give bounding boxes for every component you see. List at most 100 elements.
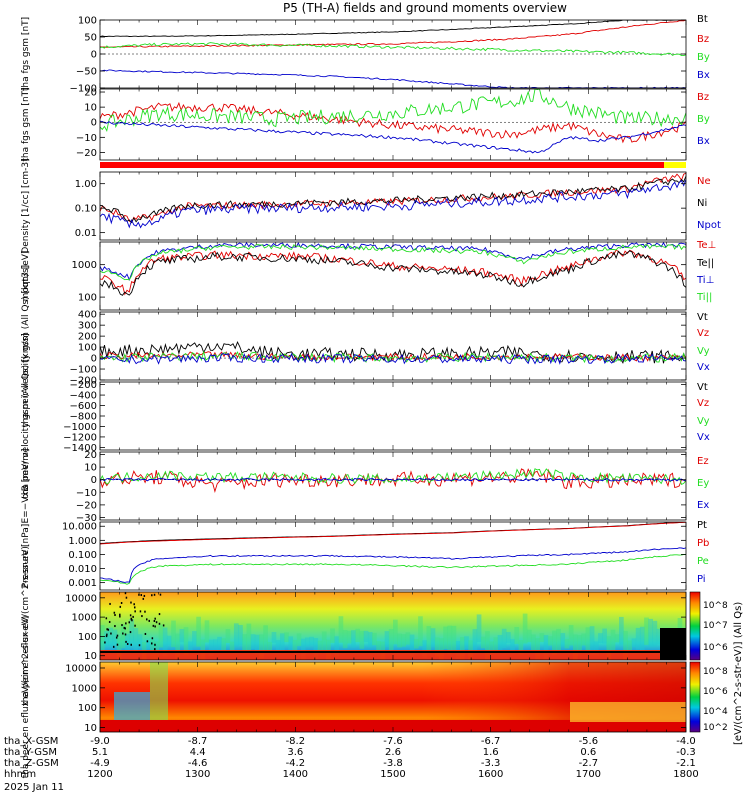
heatmap-peir-strip xyxy=(363,630,369,643)
heatmap-peir-strip xyxy=(598,633,603,644)
series-pressure-2 xyxy=(100,554,686,585)
heatmap-peir-strip xyxy=(305,637,310,647)
heatmap-peir-strip xyxy=(501,628,507,649)
heatmap-peir-strip xyxy=(359,630,365,649)
heatmap-peir-strip xyxy=(506,632,511,643)
heatmap-peir-speckle xyxy=(105,635,108,638)
heatmap-peir-strip xyxy=(355,628,361,643)
heatmap-peir-strip xyxy=(342,630,348,649)
legend-fgs_gsm-3: Bx xyxy=(697,70,710,81)
heatmap-peir-strip xyxy=(112,629,118,644)
heatmap-peir-strip xyxy=(623,630,628,660)
heatmap-peir-strip xyxy=(430,628,436,648)
legend-fgs_gsm-1: Bz xyxy=(697,34,709,45)
heatmap-peir-speckle xyxy=(148,619,150,622)
ytick-label-fgs_gsm-1: 50 xyxy=(84,33,97,44)
panel-density: Ne Ni Npot 1.00 0.10 0.01 Density [1/cc] [cm-3… xyxy=(21,158,721,253)
heatmap-peer-early-green xyxy=(150,662,168,722)
heatmap-peir-strip xyxy=(229,641,235,653)
heatmap-peir-strip xyxy=(137,634,143,648)
heatmap-peir-strip xyxy=(635,627,641,650)
ytick-label-vel_peir-5: −100 xyxy=(70,365,97,376)
heatmap-peir-speckle xyxy=(130,601,132,604)
heatmap-peir-strip xyxy=(300,638,306,660)
heatmap-peir-strip xyxy=(242,634,247,652)
heatmap-peir-strip xyxy=(451,625,457,651)
ytick-label-peir_eflux-1: 1000 xyxy=(72,613,97,624)
colorbar-top xyxy=(689,591,701,661)
heatmap-peir-speckle xyxy=(114,625,116,628)
heatmap-peir-strip xyxy=(522,613,528,644)
heatmap-peir-speckle xyxy=(132,615,134,618)
date-label: 2025 Jan 11 xyxy=(4,782,64,793)
heatmap-peir-speckle xyxy=(152,624,155,627)
heatmap-peir-strip xyxy=(464,636,469,650)
heatmap-peir-strip xyxy=(434,637,440,658)
legend-vel_peer-1: Vz xyxy=(697,398,709,409)
heatmap-peir-strip xyxy=(539,633,545,643)
heatmap-peir-speckle xyxy=(125,596,128,599)
ytick-label-fgs_gsm-2: 0 xyxy=(91,50,97,61)
heatmap-peir-strip xyxy=(284,632,289,643)
heatmap-peir-strip xyxy=(602,628,607,644)
series-temp-0 xyxy=(100,249,686,296)
heatmap-peir-speckle xyxy=(104,641,106,644)
heatmap-peir-strip xyxy=(171,620,176,648)
ephem-value-0-4: -6.7 xyxy=(481,736,501,747)
ytick-label-vel_peer-2: −600 xyxy=(70,401,97,412)
heatmap-peir-speckle xyxy=(139,610,142,613)
heatmap-peir-speckle xyxy=(124,627,126,630)
heatmap-peir-strip xyxy=(518,639,524,655)
ytick-label-vel_peer-6: −1400 xyxy=(63,443,97,454)
ephem-value-2-2: -4.2 xyxy=(286,758,306,769)
heatmap-peir-speckle xyxy=(146,640,149,643)
heatmap-peir-speckle xyxy=(114,614,116,617)
ephem-label-1: tha_Y-GSM xyxy=(4,747,57,758)
ephem-value-2-6: -2.1 xyxy=(676,758,696,769)
series-density-2 xyxy=(100,179,686,229)
frame-density xyxy=(99,171,687,241)
heatmap-peir-speckle xyxy=(154,625,156,628)
ephem-value-3-2: 1400 xyxy=(283,769,308,780)
ephem-value-3-1: 1300 xyxy=(185,769,210,780)
ytick-label-peir_eflux-2: 100 xyxy=(78,632,97,643)
heatmap-peir-strip xyxy=(213,639,218,651)
heatmap-peir-speckle xyxy=(106,633,108,636)
heatmap-peir-bg xyxy=(100,592,686,660)
plot-title: P5 (TH-A) fields and ground moments over… xyxy=(283,1,567,15)
legend-vel_peir-0: Vt xyxy=(697,312,708,323)
heatmap-peir-strip xyxy=(162,627,168,657)
ytick-label-pressure-0: 10.000 xyxy=(62,522,97,533)
series-pressure-1 xyxy=(100,522,686,545)
heatmap-peir-strip xyxy=(233,623,239,647)
legend-density-0: Ne xyxy=(697,176,711,187)
heatmap-peir-strip xyxy=(480,636,486,649)
quality-flag-red xyxy=(100,162,664,168)
heatmap-peir-strip xyxy=(221,638,227,651)
series-vel_peir-2 xyxy=(100,350,686,364)
heatmap-peir-speckle xyxy=(134,624,136,627)
series-density-1 xyxy=(100,175,686,224)
legend-temp-3: Ti|| xyxy=(696,292,712,303)
heatmap-peir-speckle xyxy=(107,628,110,631)
heatmap-peir-strip xyxy=(585,627,591,652)
heatmap-peir-strip xyxy=(351,630,356,648)
heatmap-peir-speckle xyxy=(122,632,124,635)
legend-pressure-3: Pi xyxy=(697,574,706,585)
ephem-label-0: tha_X-GSM xyxy=(4,736,58,747)
ytick-label-fgs_gsm-0: 100 xyxy=(78,16,97,27)
ytick-label-peer_eflux-0: 10000 xyxy=(65,663,97,674)
panel-temp: Te⊥ Te|| Ti⊥ Ti|| 1000 100 moqt3 [eV] xyxy=(21,240,716,311)
legend-fgs_dsl-1: By xyxy=(697,114,710,125)
ephem-value-1-6: -0.3 xyxy=(676,747,696,758)
legend-pressure-0: Pt xyxy=(697,520,707,531)
heatmap-peir-strip xyxy=(593,641,599,656)
ephem-label-2: tha_Z-GSM xyxy=(4,758,59,769)
series-fgs_dsl-1 xyxy=(100,89,686,132)
ytick-label-density-0: 1.00 xyxy=(75,179,97,190)
ytick-label-temp-1: 100 xyxy=(78,293,97,304)
ephem-value-2-5: -2.7 xyxy=(579,758,599,769)
heatmap-peir-strip xyxy=(619,616,624,645)
frame-temp xyxy=(99,241,687,311)
